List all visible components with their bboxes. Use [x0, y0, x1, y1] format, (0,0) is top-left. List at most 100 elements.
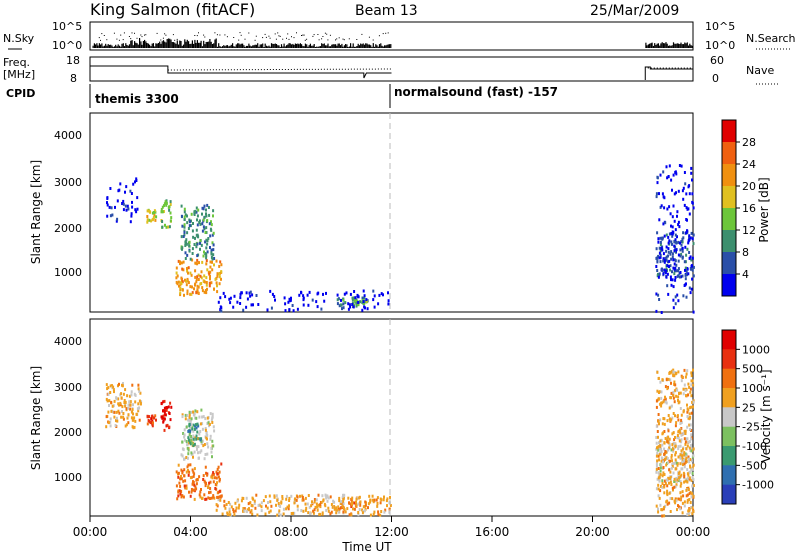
data-cell — [387, 299, 390, 303]
data-cell — [664, 397, 667, 401]
data-cell — [386, 497, 389, 501]
nsearch-dot — [277, 32, 279, 34]
nsky-bar — [312, 45, 314, 48]
data-cell — [666, 272, 669, 276]
data-cell — [161, 205, 164, 209]
data-cell — [691, 379, 694, 383]
data-cell — [690, 258, 693, 262]
colorbar-tick-label: -500 — [742, 459, 767, 472]
nsearch-dot — [128, 36, 130, 37]
power-ytick-3000: 3000 — [54, 176, 82, 189]
data-cell — [209, 270, 212, 274]
data-cell — [146, 218, 149, 222]
data-cell — [190, 438, 193, 442]
data-cell — [684, 375, 687, 379]
data-cell — [205, 246, 208, 250]
data-cell — [197, 235, 200, 239]
data-cell — [659, 451, 662, 455]
data-cell — [673, 380, 676, 384]
data-cell — [684, 268, 686, 272]
data-cell — [296, 508, 299, 512]
nsky-bar — [387, 44, 389, 48]
data-cell — [315, 498, 318, 502]
data-cell — [195, 228, 198, 232]
data-cell — [674, 238, 677, 242]
data-cell — [681, 463, 684, 467]
data-cell — [685, 253, 688, 257]
data-cell — [658, 453, 661, 457]
nsearch-dot — [304, 39, 306, 41]
data-cell — [655, 436, 658, 439]
data-cell — [232, 510, 235, 514]
data-cell — [677, 401, 680, 405]
nsky-bar — [110, 44, 112, 48]
data-cell — [357, 496, 360, 500]
nsky-bar — [106, 45, 108, 48]
power-cbar-label: Power [dB] — [757, 177, 771, 242]
data-cell — [330, 503, 333, 506]
data-cell — [672, 298, 675, 302]
data-cell — [373, 510, 376, 514]
data-cell — [181, 440, 184, 444]
data-cell — [200, 449, 203, 453]
data-cell — [333, 505, 336, 508]
data-cell — [210, 496, 213, 500]
data-cell — [682, 236, 685, 240]
data-cell — [302, 498, 305, 502]
data-cell — [197, 456, 200, 460]
nsky-bar — [346, 44, 348, 48]
nsky-bar — [311, 45, 313, 48]
data-cell — [657, 454, 660, 458]
data-cell — [664, 221, 667, 225]
data-cell — [134, 393, 137, 397]
nsearch-dot — [134, 32, 135, 34]
data-cell — [125, 407, 128, 411]
data-cell — [674, 383, 677, 387]
data-cell — [668, 239, 671, 243]
data-cell — [196, 218, 198, 222]
data-cell — [685, 447, 688, 451]
data-cell — [216, 504, 219, 508]
data-cell — [196, 254, 199, 258]
data-cell — [148, 218, 151, 222]
data-cell — [218, 495, 221, 499]
nsky-bar — [258, 46, 260, 48]
data-cell — [665, 267, 668, 271]
data-cell — [364, 500, 367, 504]
data-cell — [676, 414, 679, 418]
data-cell — [668, 437, 671, 441]
nsky-bar — [230, 44, 232, 48]
nsky-bar — [206, 41, 208, 48]
nsky-bar — [283, 43, 285, 48]
data-cell — [667, 377, 670, 381]
data-cell — [307, 511, 310, 515]
nsky-bar — [116, 46, 118, 48]
data-cell — [212, 243, 215, 247]
data-cell — [193, 427, 196, 431]
data-cell — [260, 501, 263, 505]
date-title: 25/Mar/2009 — [590, 3, 679, 19]
data-cell — [347, 307, 350, 311]
data-cell — [196, 242, 199, 246]
data-cell — [683, 437, 686, 441]
data-cell — [342, 306, 345, 310]
data-cell — [181, 267, 184, 271]
data-cell — [657, 483, 660, 487]
nsky-bar — [194, 39, 196, 48]
data-cell — [249, 294, 252, 298]
data-cell — [672, 449, 675, 453]
data-cell — [210, 450, 213, 454]
data-cell — [664, 482, 667, 486]
data-cell — [268, 510, 271, 514]
data-cell — [683, 458, 686, 462]
data-cell — [203, 493, 206, 497]
data-cell — [666, 489, 669, 493]
data-cell — [655, 192, 658, 196]
nsky-bar — [101, 43, 103, 48]
data-cell — [383, 495, 385, 499]
nsky-bar — [234, 46, 236, 48]
data-cell — [681, 375, 684, 379]
data-cell — [689, 440, 692, 443]
data-cell — [375, 498, 378, 502]
data-cell — [202, 254, 205, 258]
